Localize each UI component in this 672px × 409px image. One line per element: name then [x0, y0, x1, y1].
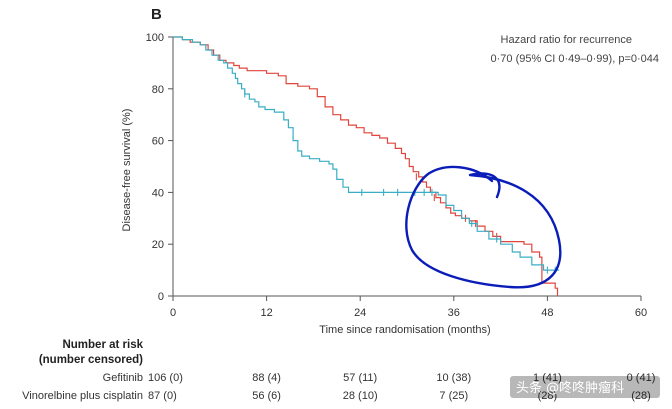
risk-row-label: Vinorelbine plus cisplatin [22, 390, 143, 402]
risk-value: 106 (0) [148, 372, 183, 384]
risk-value: 10 (38) [436, 372, 471, 384]
risk-table: Gefitinib 106 (0) 88 (4) 57 (11) 10 (38) 1 (4… [22, 372, 655, 402]
x-ticks: 0 12 24 36 48 60 [170, 296, 647, 319]
risk-value: 88 (4) [252, 372, 281, 384]
risk-value: (28) [538, 390, 558, 402]
x-axis-title: Time since randomisation (months) [319, 324, 490, 336]
risk-row-label: Gefitinib [103, 372, 143, 384]
x-tick-label: 0 [170, 307, 176, 319]
risk-value: 0 (41) [627, 372, 656, 384]
risk-value: 57 (11) [343, 372, 377, 384]
y-tick-label: 0 [158, 291, 164, 303]
risk-value: 56 (6) [252, 390, 281, 402]
x-tick-label: 12 [260, 307, 272, 319]
risk-heading-2: (number censored) [39, 354, 143, 366]
panel-label: B [151, 6, 162, 23]
y-tick-label: 80 [152, 84, 164, 96]
x-tick-label: 24 [354, 307, 366, 319]
x-tick-label: 60 [635, 307, 647, 319]
risk-heading-1: Number at risk [62, 339, 143, 351]
risk-value: 87 (0) [148, 390, 177, 402]
x-tick-label: 48 [541, 307, 553, 319]
freehand-circle-annotation [405, 165, 562, 289]
watermark: 头条 @咚咚肿瘤科 [510, 376, 660, 398]
watermark-text: 头条 @咚咚肿瘤科 [516, 380, 624, 396]
y-tick-label: 40 [152, 187, 164, 199]
risk-value: 28 (10) [343, 390, 378, 402]
y-tick-label: 20 [152, 239, 164, 251]
series-layer [173, 36, 560, 296]
y-tick-label: 100 [146, 32, 164, 44]
hazard-ratio-value: 0·70 (95% CI 0·49–0·99), p=0·044 [491, 53, 659, 65]
hazard-ratio-title: Hazard ratio for recurrence [501, 34, 632, 46]
risk-value: 7 (25) [439, 390, 468, 402]
y-axis-title: Disease-free survival (%) [121, 109, 133, 232]
series-line-vinorelbine-cisplatin [173, 36, 560, 271]
risk-value: 1 (41) [533, 372, 562, 384]
y-tick-label: 60 [152, 136, 164, 148]
series-line-gefitinib [173, 36, 559, 296]
y-ticks: 0 20 40 60 80 100 [146, 32, 173, 303]
risk-value: (28) [631, 390, 651, 402]
x-tick-label: 36 [448, 307, 460, 319]
